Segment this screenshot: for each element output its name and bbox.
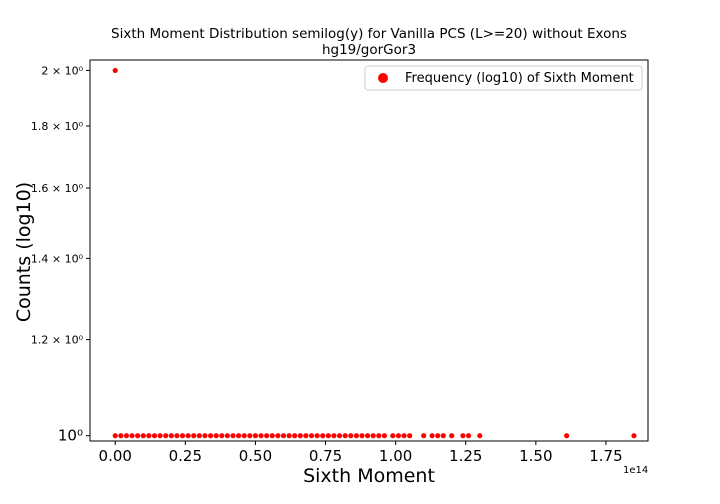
legend: Frequency (log10) of Sixth Moment (364, 65, 643, 91)
data-point (185, 433, 191, 439)
data-point (146, 433, 152, 439)
x-tick-label: 1.50 (519, 447, 552, 465)
data-point (401, 433, 407, 439)
data-point (421, 433, 427, 439)
plot-area-frame (89, 59, 649, 442)
data-point (163, 433, 169, 439)
data-point (140, 433, 146, 439)
data-point (135, 433, 141, 439)
data-point (314, 433, 320, 439)
y-tick-label: 1.2 × 10⁰ (31, 334, 84, 347)
data-points (112, 67, 637, 439)
data-point (236, 433, 242, 439)
chart-subtitle: hg19/gorGor3 (322, 42, 416, 58)
data-point (429, 433, 435, 439)
data-point (224, 433, 230, 439)
data-point (303, 433, 309, 439)
data-point (112, 67, 118, 74)
y-tick-label: 1.4 × 10⁰ (31, 252, 84, 265)
x-axis-label: Sixth Moment (303, 465, 435, 487)
data-point (196, 433, 202, 439)
x-tick-label: 1.25 (449, 447, 482, 465)
y-tick-label: 1.8 × 10⁰ (31, 120, 84, 133)
x-tick-label: 0.75 (309, 447, 342, 465)
data-point (230, 433, 236, 439)
data-point (353, 433, 359, 439)
data-point (247, 433, 253, 439)
data-point (207, 433, 214, 439)
data-point (381, 433, 388, 439)
data-point (336, 433, 343, 439)
data-point (174, 433, 180, 439)
data-point (395, 433, 402, 439)
data-point (390, 433, 396, 439)
data-point (465, 433, 472, 439)
data-point (118, 433, 124, 439)
data-point (460, 433, 466, 439)
data-point (252, 433, 259, 439)
x-axis-offset-label: 1e14 (623, 465, 648, 476)
data-point (325, 433, 331, 439)
data-point (157, 433, 163, 439)
data-point (191, 433, 197, 439)
y-tick-label: 10⁰ (58, 427, 83, 445)
data-point (297, 433, 303, 439)
legend-entry-label: Frequency (log10) of Sixth Moment (405, 71, 634, 86)
data-point (477, 433, 483, 439)
data-point (359, 433, 365, 439)
data-point (286, 433, 292, 439)
data-point (112, 433, 118, 439)
data-point (631, 433, 637, 439)
x-tick-label: 0.00 (99, 447, 132, 465)
data-point (308, 433, 315, 439)
data-point (407, 433, 413, 439)
data-point (365, 433, 371, 439)
data-point (264, 433, 270, 439)
y-tick-label: 1.6 × 10⁰ (31, 182, 84, 195)
data-point (168, 433, 174, 439)
x-tick-label: 0.50 (239, 447, 272, 465)
data-point (320, 433, 326, 439)
data-point (435, 433, 441, 439)
data-point (280, 433, 287, 439)
data-point (123, 433, 130, 439)
legend-marker (378, 73, 388, 83)
data-point (213, 433, 219, 439)
y-axis-ticks: 10⁰ 1.2 × 10⁰ 1.4 × 10⁰ 1.6 × 10⁰ 1.8 × 10⁰ 2… (31, 64, 90, 445)
data-point (376, 433, 382, 439)
data-point (269, 433, 275, 439)
x-tick-label: 1.75 (589, 447, 622, 465)
y-axis-label: Counts (log10) (13, 182, 35, 322)
y-tick-label: 2 × 10⁰ (41, 64, 83, 77)
data-point (179, 433, 186, 439)
data-point (258, 433, 264, 439)
data-point (564, 433, 570, 439)
data-point (331, 433, 337, 439)
x-tick-label: 0.25 (169, 447, 202, 465)
data-point (370, 433, 376, 439)
data-point (202, 433, 208, 439)
data-point (219, 433, 225, 439)
data-point (440, 433, 446, 439)
data-point (275, 433, 281, 439)
data-point (449, 433, 455, 439)
data-point (151, 433, 158, 439)
x-tick-label: 1.00 (379, 447, 412, 465)
data-point (241, 433, 247, 439)
x-axis-ticks: 0.00 0.25 0.50 0.75 1.00 1.25 1.50 1.75 (99, 441, 623, 465)
data-point (129, 433, 135, 439)
data-point (348, 433, 354, 439)
chart-title: Sixth Moment Distribution semilog(y) for… (111, 26, 627, 42)
legend-box (364, 65, 643, 91)
data-point (342, 433, 348, 439)
data-point (292, 433, 298, 439)
